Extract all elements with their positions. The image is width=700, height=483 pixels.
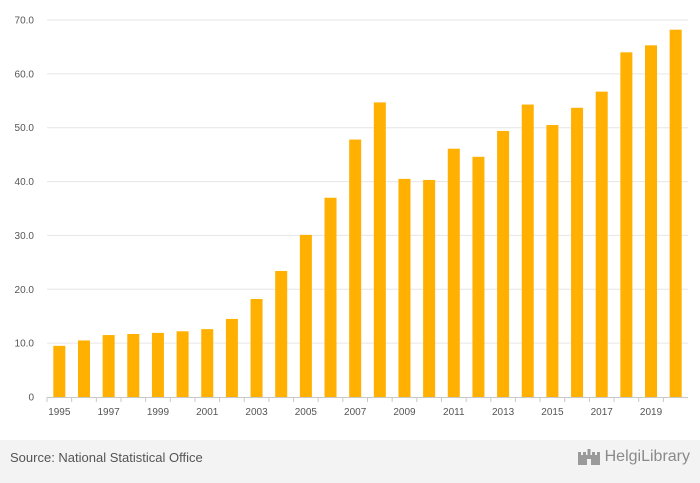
bar-2006[interactable] (324, 197, 337, 397)
bar-chart: 0 10.0 20.0 30.0 40.0 50.0 60.0 70.0 1995 1997 199… (15, 16, 688, 418)
bar-2004[interactable] (275, 270, 288, 397)
bar-2017[interactable] (595, 91, 608, 397)
y-tick-label: 0 (28, 393, 34, 404)
x-tick-label: 2003 (245, 407, 268, 418)
bar-2011[interactable] (447, 148, 460, 397)
y-tick-label: 40.0 (15, 177, 35, 188)
bar-2015[interactable] (546, 125, 559, 398)
bar-2002[interactable] (225, 318, 238, 397)
bar-2020[interactable] (669, 29, 682, 398)
bar-1997[interactable] (102, 335, 115, 397)
brand-name: HelgiLibrary (604, 448, 690, 465)
axes: 0 10.0 20.0 30.0 40.0 50.0 60.0 70.0 1995 1997 199… (15, 16, 688, 418)
x-tick-label: 2011 (443, 407, 465, 418)
bar-2005[interactable] (299, 234, 312, 397)
x-tick-label: 2005 (295, 407, 318, 418)
x-tick-label: 2007 (344, 407, 367, 418)
bar-2012[interactable] (472, 156, 485, 397)
bar-2001[interactable] (201, 329, 214, 397)
bar-2013[interactable] (497, 130, 510, 397)
y-tick-label: 10.0 (15, 339, 35, 350)
x-tick-label: 1999 (147, 407, 170, 418)
bar-1999[interactable] (151, 332, 164, 397)
bar-2019[interactable] (645, 45, 658, 397)
y-tick-label: 60.0 (15, 69, 35, 80)
bar-2014[interactable] (521, 104, 534, 397)
bar-2000[interactable] (176, 331, 189, 397)
footer: Source: National Statistical Office Helg… (0, 440, 700, 483)
x-tick-label: 1997 (98, 407, 121, 418)
x-tick-label: 2015 (541, 407, 564, 418)
bar-1998[interactable] (127, 333, 140, 397)
y-tick-label: 30.0 (15, 231, 35, 242)
gridlines (47, 19, 688, 344)
x-tick-label: 2019 (640, 407, 663, 418)
bar-2008[interactable] (373, 102, 386, 397)
bar-2009[interactable] (398, 178, 411, 397)
bar-2003[interactable] (250, 298, 263, 397)
y-tick-label: 20.0 (15, 285, 35, 296)
y-tick-label: 50.0 (15, 123, 35, 134)
x-tick-label: 2013 (492, 407, 515, 418)
bar-2016[interactable] (571, 107, 584, 397)
bar-2007[interactable] (349, 139, 362, 397)
bar-2010[interactable] (423, 179, 436, 397)
x-tick-label: 2017 (591, 407, 614, 418)
x-tick-label: 2001 (196, 407, 219, 418)
bar-1996[interactable] (77, 340, 90, 397)
helgi-castle-icon (577, 449, 600, 465)
bar-1995[interactable] (53, 345, 66, 397)
y-tick-label: 70.0 (15, 16, 35, 27)
x-tick-label: 2009 (393, 407, 416, 418)
brand-logo[interactable]: HelgiLibrary (577, 448, 690, 466)
source-note: Source: National Statistical Office (10, 450, 203, 465)
bars (53, 29, 682, 398)
bar-2018[interactable] (620, 52, 633, 398)
x-tick-label: 1995 (48, 407, 71, 418)
